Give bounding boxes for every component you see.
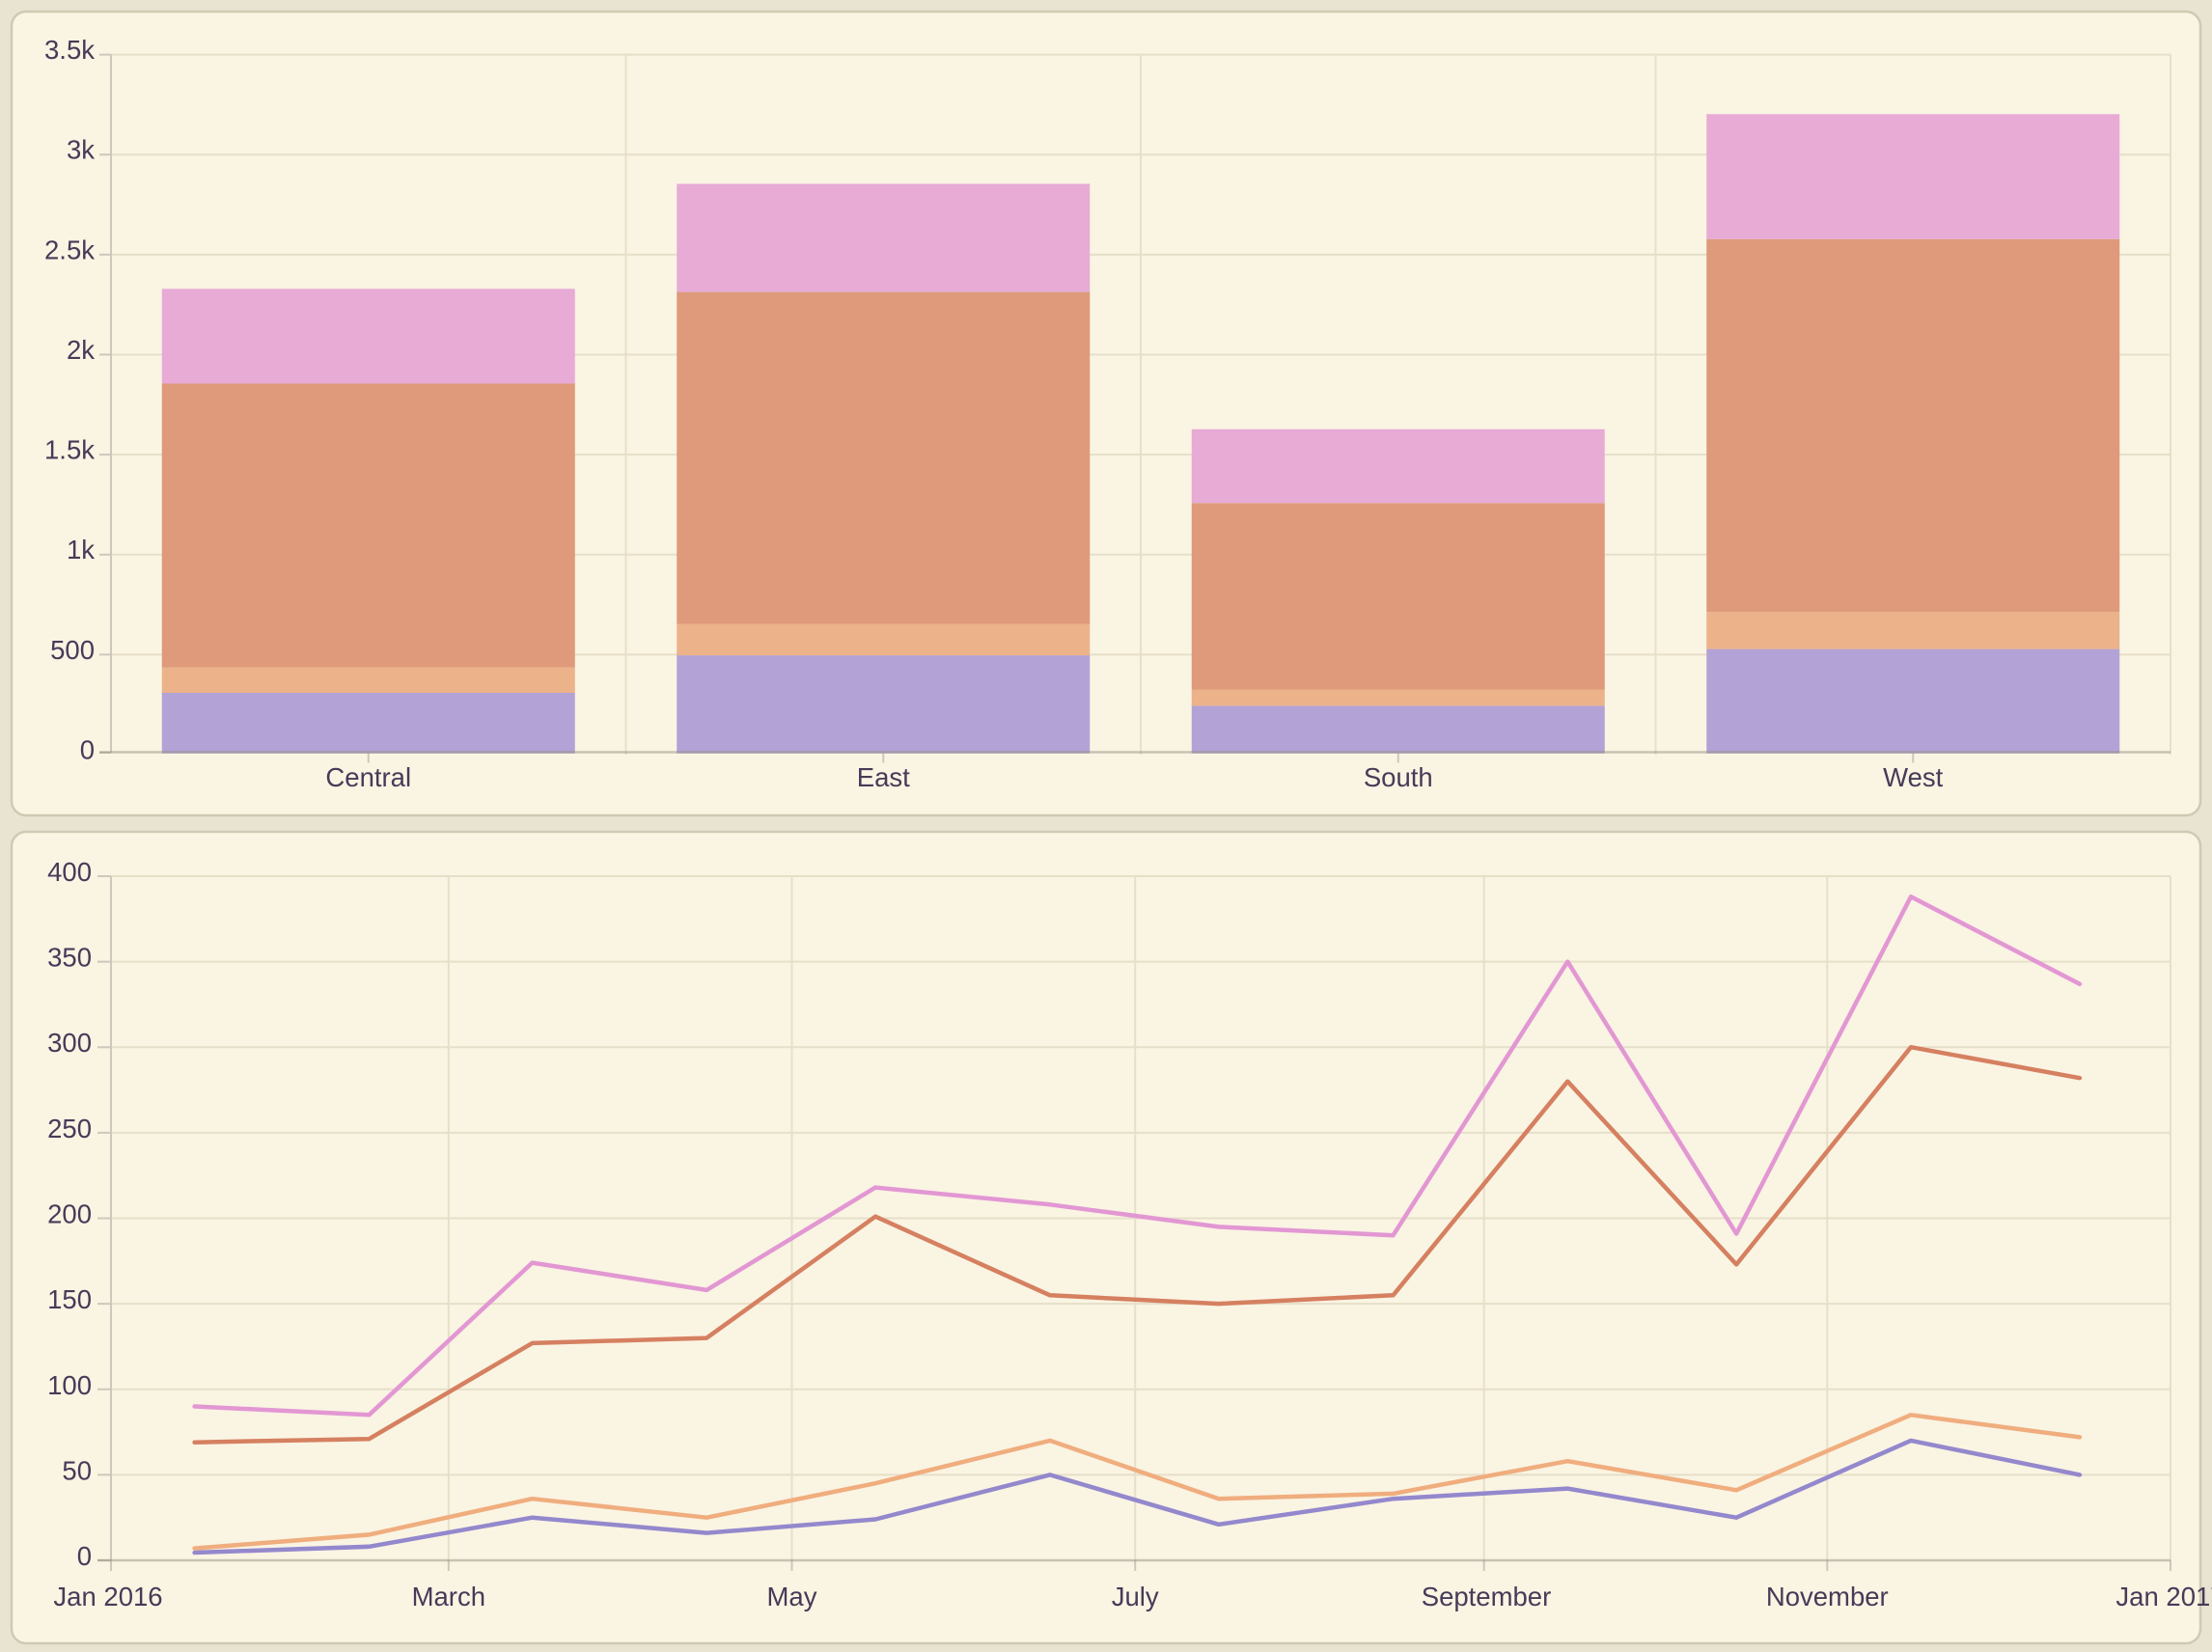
- svg-text:300: 300: [47, 1028, 92, 1058]
- svg-text:150: 150: [47, 1284, 92, 1314]
- svg-text:South: South: [1364, 762, 1433, 792]
- svg-text:100: 100: [47, 1370, 92, 1400]
- svg-text:250: 250: [47, 1114, 92, 1143]
- svg-text:3.5k: 3.5k: [44, 35, 95, 65]
- svg-text:Jan 2016: Jan 2016: [53, 1582, 162, 1611]
- svg-text:500: 500: [50, 635, 95, 665]
- svg-text:3k: 3k: [67, 135, 95, 165]
- svg-text:Jan 2017: Jan 2017: [2115, 1582, 2212, 1611]
- svg-text:Central: Central: [325, 762, 411, 792]
- svg-text:0: 0: [77, 1541, 92, 1571]
- svg-text:1k: 1k: [67, 535, 95, 564]
- svg-text:2k: 2k: [67, 335, 95, 365]
- svg-text:November: November: [1766, 1582, 1889, 1611]
- svg-text:July: July: [1112, 1582, 1159, 1611]
- svg-text:West: West: [1883, 762, 1944, 792]
- svg-text:September: September: [1422, 1582, 1552, 1611]
- svg-text:1.5k: 1.5k: [44, 435, 95, 465]
- svg-text:350: 350: [47, 943, 92, 973]
- svg-text:0: 0: [80, 735, 95, 765]
- svg-text:2.5k: 2.5k: [44, 234, 95, 264]
- svg-text:May: May: [767, 1582, 817, 1611]
- svg-text:200: 200: [47, 1199, 92, 1229]
- svg-text:50: 50: [62, 1455, 92, 1485]
- svg-text:March: March: [412, 1582, 485, 1611]
- svg-text:400: 400: [47, 857, 92, 887]
- svg-text:East: East: [857, 762, 910, 792]
